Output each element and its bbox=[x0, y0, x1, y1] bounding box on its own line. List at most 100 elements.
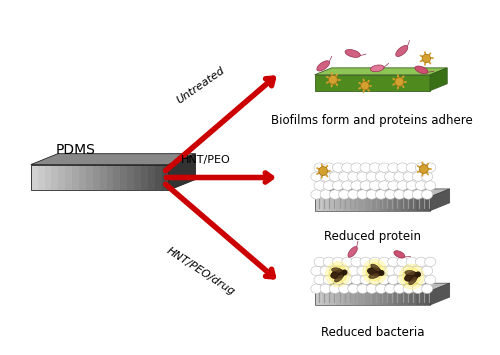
Ellipse shape bbox=[338, 284, 350, 294]
Text: PDMS: PDMS bbox=[55, 143, 95, 157]
Bar bbox=[93, 165, 100, 190]
Ellipse shape bbox=[416, 275, 426, 284]
Circle shape bbox=[420, 165, 428, 174]
Ellipse shape bbox=[348, 284, 359, 294]
Bar bbox=[329, 197, 336, 211]
Ellipse shape bbox=[378, 275, 390, 284]
Ellipse shape bbox=[342, 163, 353, 172]
Bar bbox=[408, 291, 416, 305]
Bar bbox=[134, 165, 141, 190]
Circle shape bbox=[400, 264, 424, 289]
Polygon shape bbox=[314, 75, 430, 91]
Ellipse shape bbox=[360, 257, 372, 267]
Ellipse shape bbox=[406, 275, 417, 284]
Ellipse shape bbox=[332, 163, 344, 172]
Ellipse shape bbox=[330, 270, 345, 279]
Bar bbox=[141, 165, 148, 190]
Ellipse shape bbox=[405, 271, 415, 275]
Ellipse shape bbox=[370, 275, 380, 284]
Ellipse shape bbox=[320, 190, 332, 199]
Ellipse shape bbox=[376, 190, 386, 199]
Ellipse shape bbox=[360, 275, 372, 284]
Ellipse shape bbox=[357, 172, 368, 181]
Ellipse shape bbox=[338, 266, 350, 275]
Ellipse shape bbox=[370, 257, 380, 267]
Ellipse shape bbox=[366, 266, 378, 275]
Ellipse shape bbox=[403, 266, 414, 275]
Bar bbox=[394, 197, 402, 211]
Bar bbox=[344, 291, 351, 305]
Polygon shape bbox=[430, 189, 450, 211]
Bar bbox=[322, 197, 330, 211]
Bar bbox=[350, 291, 358, 305]
Ellipse shape bbox=[330, 172, 340, 181]
Circle shape bbox=[362, 260, 387, 284]
Ellipse shape bbox=[357, 284, 368, 294]
Bar bbox=[120, 165, 128, 190]
Ellipse shape bbox=[342, 275, 353, 284]
Ellipse shape bbox=[332, 275, 344, 284]
Ellipse shape bbox=[320, 266, 332, 275]
Text: Biofilms form and proteins adhere: Biofilms form and proteins adhere bbox=[272, 115, 473, 127]
Ellipse shape bbox=[368, 268, 382, 276]
Ellipse shape bbox=[348, 190, 359, 199]
Ellipse shape bbox=[311, 190, 322, 199]
Ellipse shape bbox=[406, 163, 417, 172]
Ellipse shape bbox=[378, 181, 390, 190]
Ellipse shape bbox=[412, 172, 424, 181]
Ellipse shape bbox=[351, 257, 362, 267]
Ellipse shape bbox=[320, 284, 332, 294]
Bar bbox=[314, 291, 322, 305]
Circle shape bbox=[416, 272, 420, 277]
Ellipse shape bbox=[376, 172, 386, 181]
Ellipse shape bbox=[397, 181, 408, 190]
Ellipse shape bbox=[332, 268, 342, 273]
Bar bbox=[52, 165, 59, 190]
Ellipse shape bbox=[338, 190, 350, 199]
Ellipse shape bbox=[388, 275, 399, 284]
Ellipse shape bbox=[334, 274, 344, 282]
Ellipse shape bbox=[384, 172, 396, 181]
Ellipse shape bbox=[323, 163, 334, 172]
Polygon shape bbox=[31, 154, 196, 165]
Bar bbox=[401, 197, 409, 211]
Bar bbox=[336, 197, 344, 211]
Bar bbox=[38, 165, 45, 190]
Bar bbox=[162, 165, 169, 190]
Circle shape bbox=[328, 75, 338, 84]
Circle shape bbox=[422, 54, 430, 62]
Bar bbox=[100, 165, 107, 190]
Ellipse shape bbox=[360, 181, 372, 190]
Circle shape bbox=[329, 265, 347, 283]
Polygon shape bbox=[314, 68, 447, 75]
Circle shape bbox=[332, 269, 344, 280]
Ellipse shape bbox=[424, 181, 436, 190]
FancyArrowPatch shape bbox=[166, 184, 274, 277]
Ellipse shape bbox=[406, 257, 417, 267]
Circle shape bbox=[326, 262, 350, 286]
Ellipse shape bbox=[369, 273, 380, 278]
Circle shape bbox=[406, 271, 417, 282]
Bar bbox=[72, 165, 80, 190]
Ellipse shape bbox=[311, 284, 322, 294]
Ellipse shape bbox=[404, 272, 418, 281]
Bar bbox=[365, 291, 373, 305]
Ellipse shape bbox=[330, 284, 340, 294]
Ellipse shape bbox=[323, 275, 334, 284]
Bar bbox=[386, 291, 394, 305]
Polygon shape bbox=[168, 154, 196, 190]
Bar bbox=[372, 291, 380, 305]
Ellipse shape bbox=[348, 266, 359, 275]
Circle shape bbox=[395, 77, 404, 86]
Ellipse shape bbox=[370, 163, 380, 172]
Ellipse shape bbox=[412, 190, 424, 199]
Bar bbox=[423, 291, 430, 305]
Bar bbox=[408, 197, 416, 211]
Circle shape bbox=[403, 268, 420, 286]
Ellipse shape bbox=[320, 172, 332, 181]
Text: Reduced bacteria: Reduced bacteria bbox=[320, 326, 424, 339]
Bar bbox=[416, 291, 424, 305]
Ellipse shape bbox=[384, 266, 396, 275]
Ellipse shape bbox=[360, 163, 372, 172]
Ellipse shape bbox=[378, 257, 390, 267]
